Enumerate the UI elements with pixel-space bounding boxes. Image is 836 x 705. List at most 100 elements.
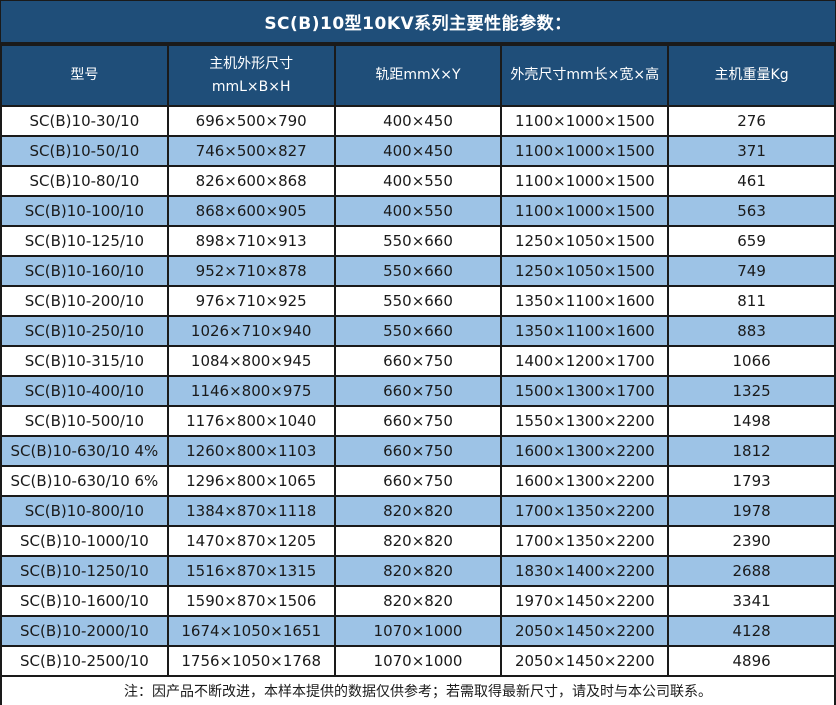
cell-r3-c1: SC(B)10-80/10 xyxy=(0,165,169,197)
cell-r7-c5: 811 xyxy=(667,285,836,317)
cell-r10-c5: 1325 xyxy=(667,375,836,407)
footnote: 注：因产品不断改进，本样本提供的数据仅供参考；若需取得最新尺寸，请及时与本公司联… xyxy=(0,677,836,705)
table-row: SC(B)10-630/10 4% 1260×800×1103 660×750 160… xyxy=(0,435,836,467)
cell-r7-c2: 976×710×925 xyxy=(166,285,336,317)
cell-r15-c2: 1470×870×1205 xyxy=(166,525,336,557)
cell-r17-c4: 1970×1450×2200 xyxy=(500,585,670,617)
cell-r18-c1: SC(B)10-2000/10 xyxy=(0,615,169,647)
cell-r11-c3: 660×750 xyxy=(333,405,503,437)
cell-r1-c5: 276 xyxy=(667,105,836,137)
table-row: SC(B)10-2500/10 1756×1050×1768 1070×1000 20… xyxy=(0,645,836,677)
cell-r12-c4: 1600×1300×2200 xyxy=(500,435,670,467)
cell-r10-c2: 1146×800×975 xyxy=(166,375,336,407)
cell-r19-c2: 1756×1050×1768 xyxy=(166,645,336,677)
table-row: SC(B)10-1250/10 1516×870×1315 820×820 1830×… xyxy=(0,555,836,587)
column-header-1: 型号 xyxy=(0,44,169,107)
cell-r19-c4: 2050×1450×2200 xyxy=(500,645,670,677)
cell-r4-c5: 563 xyxy=(667,195,836,227)
cell-r1-c2: 696×500×790 xyxy=(166,105,336,137)
table-row: SC(B)10-30/10 696×500×790 400×450 1100×1000… xyxy=(0,105,836,137)
cell-r4-c3: 400×550 xyxy=(333,195,503,227)
cell-r5-c5: 659 xyxy=(667,225,836,257)
cell-r1-c3: 400×450 xyxy=(333,105,503,137)
cell-r12-c1: SC(B)10-630/10 4% xyxy=(0,435,169,467)
cell-r8-c1: SC(B)10-250/10 xyxy=(0,315,169,347)
cell-r9-c1: SC(B)10-315/10 xyxy=(0,345,169,377)
cell-r2-c3: 400×450 xyxy=(333,135,503,167)
cell-r17-c1: SC(B)10-1600/10 xyxy=(0,585,169,617)
cell-r2-c5: 371 xyxy=(667,135,836,167)
cell-r9-c4: 1400×1200×1700 xyxy=(500,345,670,377)
table-row: SC(B)10-1600/10 1590×870×1506 820×820 1970×… xyxy=(0,585,836,617)
cell-r2-c4: 1100×1000×1500 xyxy=(500,135,670,167)
cell-r17-c3: 820×820 xyxy=(333,585,503,617)
cell-r5-c2: 898×710×913 xyxy=(166,225,336,257)
cell-r16-c4: 1830×1400×2200 xyxy=(500,555,670,587)
cell-r5-c3: 550×660 xyxy=(333,225,503,257)
cell-r12-c2: 1260×800×1103 xyxy=(166,435,336,467)
table-row: SC(B)10-160/10 952×710×878 550×660 1250×105… xyxy=(0,255,836,287)
cell-r14-c2: 1384×870×1118 xyxy=(166,495,336,527)
header-row: 型号 主机外形尺寸 mmL×B×H 轨距mmX×Y 外壳尺寸mm长×宽×高 主机重量Kg xyxy=(0,44,836,107)
cell-r11-c5: 1498 xyxy=(667,405,836,437)
cell-r4-c2: 868×600×905 xyxy=(166,195,336,227)
cell-r14-c3: 820×820 xyxy=(333,495,503,527)
cell-r5-c1: SC(B)10-125/10 xyxy=(0,225,169,257)
cell-r19-c5: 4896 xyxy=(667,645,836,677)
cell-r1-c4: 1100×1000×1500 xyxy=(500,105,670,137)
cell-r18-c2: 1674×1050×1651 xyxy=(166,615,336,647)
cell-r6-c4: 1250×1050×1500 xyxy=(500,255,670,287)
table-row: SC(B)10-100/10 868×600×905 400×550 1100×100… xyxy=(0,195,836,227)
page-title: SC(B)10型10KV系列主要性能参数： xyxy=(0,0,836,44)
table-row: SC(B)10-315/10 1084×800×945 660×750 1400×12… xyxy=(0,345,836,377)
cell-r18-c4: 2050×1450×2200 xyxy=(500,615,670,647)
cell-r7-c4: 1350×1100×1600 xyxy=(500,285,670,317)
cell-r14-c5: 1978 xyxy=(667,495,836,527)
cell-r6-c5: 749 xyxy=(667,255,836,287)
cell-r10-c4: 1500×1300×1700 xyxy=(500,375,670,407)
cell-r13-c5: 1793 xyxy=(667,465,836,497)
cell-r16-c3: 820×820 xyxy=(333,555,503,587)
cell-r3-c2: 826×600×868 xyxy=(166,165,336,197)
column-header-5: 主机重量Kg xyxy=(667,44,836,107)
cell-r8-c5: 883 xyxy=(667,315,836,347)
cell-r4-c4: 1100×1000×1500 xyxy=(500,195,670,227)
cell-r15-c5: 2390 xyxy=(667,525,836,557)
cell-r2-c1: SC(B)10-50/10 xyxy=(0,135,169,167)
table-row: SC(B)10-400/10 1146×800×975 660×750 1500×13… xyxy=(0,375,836,407)
cell-r3-c4: 1100×1000×1500 xyxy=(500,165,670,197)
cell-r13-c3: 660×750 xyxy=(333,465,503,497)
cell-r9-c5: 1066 xyxy=(667,345,836,377)
table-row: SC(B)10-2000/10 1674×1050×1651 1070×1000 20… xyxy=(0,615,836,647)
cell-r8-c2: 1026×710×940 xyxy=(166,315,336,347)
cell-r13-c4: 1600×1300×2200 xyxy=(500,465,670,497)
cell-r5-c4: 1250×1050×1500 xyxy=(500,225,670,257)
cell-r3-c3: 400×550 xyxy=(333,165,503,197)
cell-r19-c1: SC(B)10-2500/10 xyxy=(0,645,169,677)
cell-r16-c5: 2688 xyxy=(667,555,836,587)
cell-r4-c1: SC(B)10-100/10 xyxy=(0,195,169,227)
cell-r14-c1: SC(B)10-800/10 xyxy=(0,495,169,527)
cell-r13-c1: SC(B)10-630/10 6% xyxy=(0,465,169,497)
cell-r11-c1: SC(B)10-500/10 xyxy=(0,405,169,437)
cell-r13-c2: 1296×800×1065 xyxy=(166,465,336,497)
cell-r18-c5: 4128 xyxy=(667,615,836,647)
cell-r18-c3: 1070×1000 xyxy=(333,615,503,647)
column-header-4: 外壳尺寸mm长×宽×高 xyxy=(500,44,670,107)
table-row: SC(B)10-80/10 826×600×868 400×550 1100×1000… xyxy=(0,165,836,197)
cell-r1-c1: SC(B)10-30/10 xyxy=(0,105,169,137)
cell-r11-c2: 1176×800×1040 xyxy=(166,405,336,437)
cell-r16-c2: 1516×870×1315 xyxy=(166,555,336,587)
cell-r9-c3: 660×750 xyxy=(333,345,503,377)
table-row: SC(B)10-1000/10 1470×870×1205 820×820 1700×… xyxy=(0,525,836,557)
cell-r3-c5: 461 xyxy=(667,165,836,197)
cell-r2-c2: 746×500×827 xyxy=(166,135,336,167)
table-row: SC(B)10-250/10 1026×710×940 550×660 1350×11… xyxy=(0,315,836,347)
cell-r17-c5: 3341 xyxy=(667,585,836,617)
spec-table: 型号 主机外形尺寸 mmL×B×H 轨距mmX×Y 外壳尺寸mm长×宽×高 主机重量Kg… xyxy=(0,44,836,677)
cell-r15-c3: 820×820 xyxy=(333,525,503,557)
cell-r7-c1: SC(B)10-200/10 xyxy=(0,285,169,317)
cell-r15-c1: SC(B)10-1000/10 xyxy=(0,525,169,557)
cell-r14-c4: 1700×1350×2200 xyxy=(500,495,670,527)
column-header-3: 轨距mmX×Y xyxy=(333,44,503,107)
